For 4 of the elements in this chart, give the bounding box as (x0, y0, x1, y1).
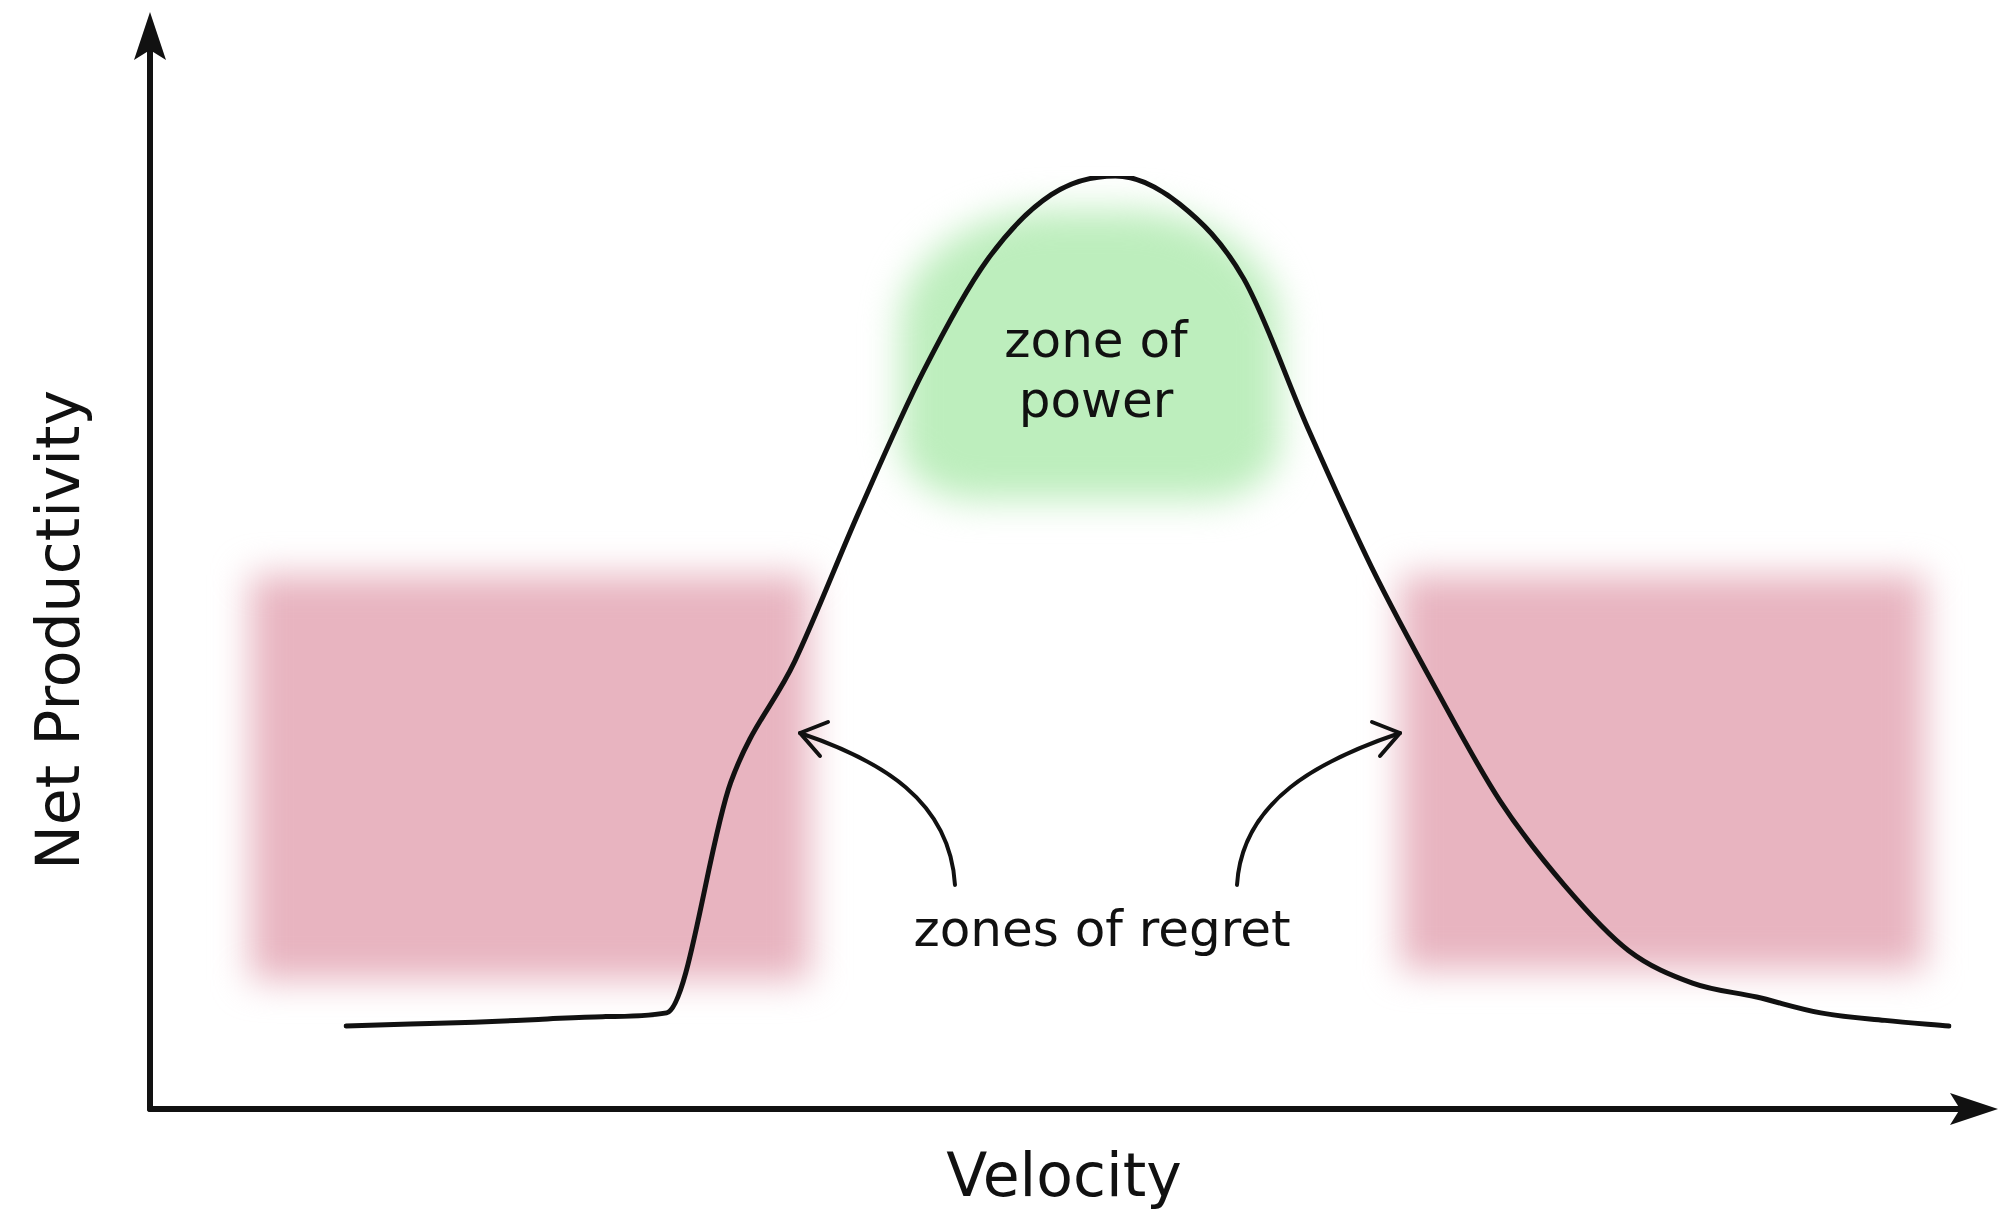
annotation: zone of power (1003, 310, 1190, 430)
x-axis-title: Velocity (946, 1140, 1182, 1210)
y-axis-title: Net Productivity (23, 389, 93, 871)
annotation: zones of regret (913, 900, 1291, 958)
